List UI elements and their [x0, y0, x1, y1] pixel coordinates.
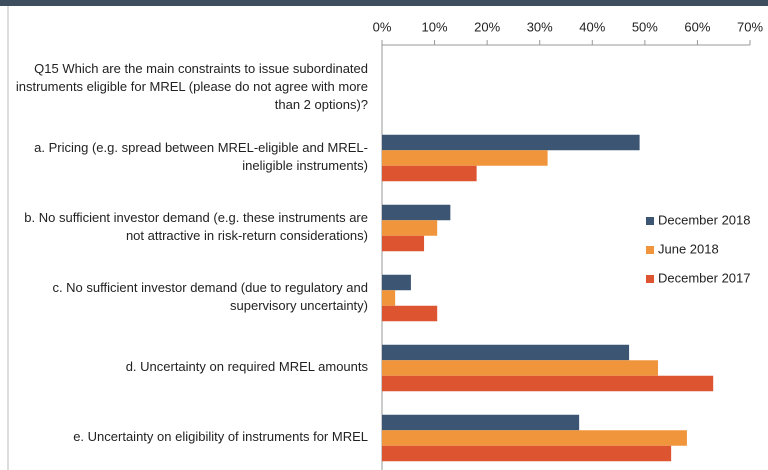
- y-tick-label: e. Uncertainty on eligibility of instrum…: [73, 429, 368, 444]
- bar: [382, 430, 687, 446]
- y-tick-label: c. No sufficient investor demand (due to…: [52, 280, 368, 313]
- bar: [382, 204, 451, 221]
- y-tick-label: Q15 Which are the main constraints to is…: [15, 61, 368, 112]
- x-tick-label: 60%: [684, 19, 710, 34]
- x-tick-label: 30%: [527, 19, 553, 34]
- x-tick-label: 70%: [737, 19, 763, 34]
- x-tick-label: 20%: [474, 19, 500, 34]
- y-tick-label: a. Pricing (e.g. spread between MREL-eli…: [34, 140, 368, 173]
- legend-swatch: [646, 275, 654, 283]
- bar: [382, 305, 438, 322]
- legend-swatch: [646, 217, 654, 225]
- x-tick-label: 10%: [422, 19, 448, 34]
- x-tick-label: 50%: [632, 19, 658, 34]
- bar: [382, 414, 580, 431]
- legend-label: June 2018: [658, 241, 719, 256]
- bar: [382, 344, 630, 361]
- x-tick-label: 0%: [373, 19, 392, 34]
- bar: [382, 360, 658, 376]
- bar: [382, 220, 438, 236]
- bar: [382, 150, 548, 166]
- legend-label: December 2017: [658, 270, 751, 285]
- y-tick-label: d. Uncertainty on required MREL amounts: [125, 359, 368, 374]
- legend-label: December 2018: [658, 212, 751, 227]
- legend-swatch: [646, 246, 654, 254]
- bar: [382, 290, 396, 306]
- bar: [382, 134, 640, 151]
- bar: [382, 274, 411, 291]
- bar: [382, 445, 672, 462]
- y-tick-label: b. No sufficient investor demand (e.g. t…: [24, 210, 368, 243]
- bar: [382, 235, 425, 252]
- bar: [382, 375, 714, 392]
- top-bar: [0, 0, 768, 6]
- x-tick-label: 40%: [579, 19, 605, 34]
- bar: [382, 165, 477, 182]
